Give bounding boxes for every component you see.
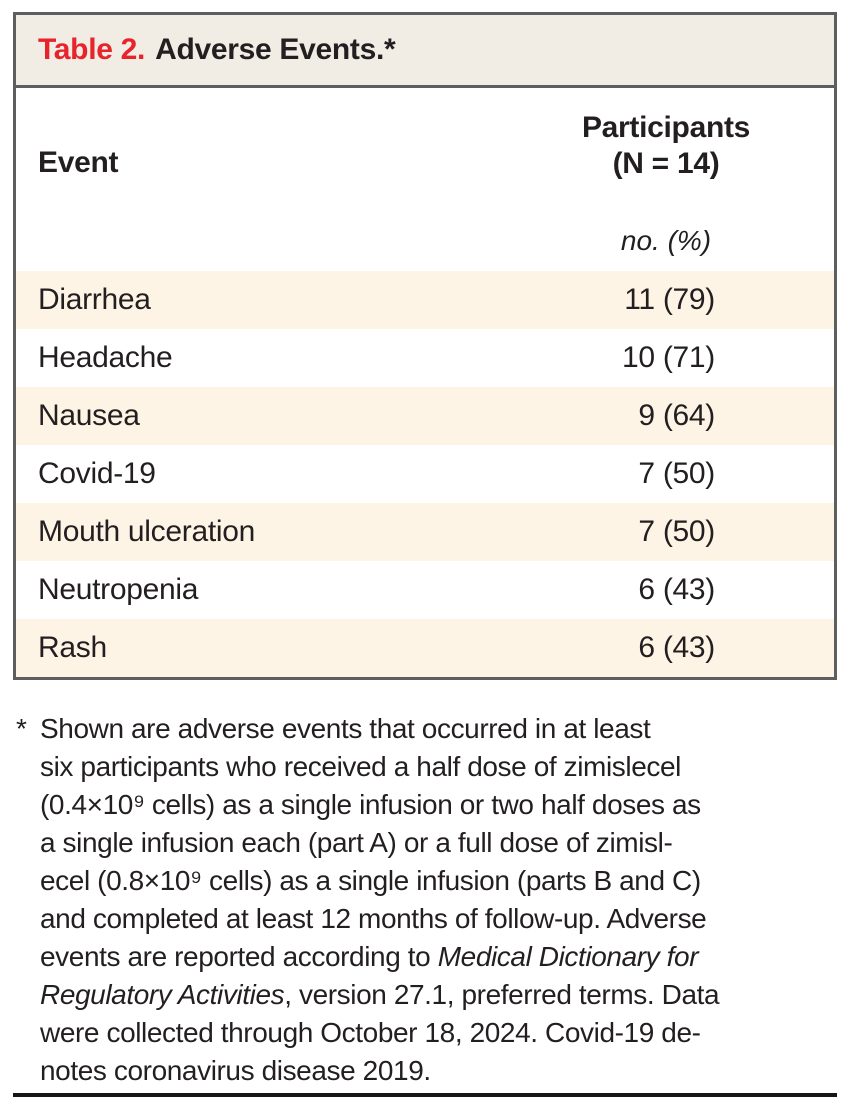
footnote-text-segment: six participants who received a half dos… <box>40 751 681 782</box>
value-cell: 6 (43) <box>638 573 715 606</box>
event-cell: Nausea <box>38 399 140 432</box>
table-title: Table 2. Adverse Events.* <box>16 15 834 88</box>
bottom-rule <box>13 1093 837 1097</box>
footnote-italic-segment: Medical Dictionary for <box>437 941 699 972</box>
footnote-text-segment: , version 27.1, preferred terms. Data <box>284 979 720 1010</box>
footnote-line: (0.4×10⁹ cells) as a single infusion or … <box>40 786 840 824</box>
event-cell: Neutropenia <box>38 573 199 606</box>
table-row: Nausea 9 (64) <box>16 387 834 445</box>
value-cell: 11 (79) <box>624 283 715 316</box>
footnote-line: Regulatory Activities, version 27.1, pre… <box>40 976 840 1014</box>
table-row: Mouth ulceration 7 (50) <box>16 503 834 561</box>
table-row: Headache 10 (71) <box>16 329 834 387</box>
footnote-text-segment: a single infusion each (part A) or a ful… <box>40 827 673 858</box>
footnote-line: notes coronavirus disease 2019. <box>40 1052 840 1090</box>
value-cell: 7 (50) <box>638 457 715 490</box>
event-cell: Rash <box>38 631 107 664</box>
footnote-lines: Shown are adverse events that occurred i… <box>40 710 840 1090</box>
footnote-line: and completed at least 12 months of foll… <box>40 900 840 938</box>
event-cell: Headache <box>38 341 173 374</box>
footnote-line: were collected through October 18, 2024.… <box>40 1014 840 1052</box>
footnote-text-segment: and completed at least 12 months of foll… <box>40 903 707 934</box>
participants-line2: (N = 14) <box>612 147 720 180</box>
event-cell: Diarrhea <box>38 283 151 316</box>
column-header-participants: Participants (N = 14) <box>516 110 816 182</box>
column-header-event: Event <box>38 146 119 179</box>
event-cell: Mouth ulceration <box>38 515 255 548</box>
footnote-text-segment: were collected through October 18, 2024.… <box>40 1017 701 1048</box>
footnote-line: Shown are adverse events that occurred i… <box>40 710 840 748</box>
table-row: Diarrhea 11 (79) <box>16 271 834 329</box>
table-title-text: Adverse Events.* <box>155 33 396 66</box>
event-cell: Covid-19 <box>38 457 156 490</box>
value-cell: 6 (43) <box>638 631 715 664</box>
footnote-line: ecel (0.8×10⁹ cells) as a single infusio… <box>40 862 840 900</box>
footnote: * Shown are adverse events that occurred… <box>16 710 840 1090</box>
value-cell: 7 (50) <box>638 515 715 548</box>
table-row: Covid-19 7 (50) <box>16 445 834 503</box>
footnote-line: a single infusion each (part A) or a ful… <box>40 824 840 862</box>
table-number-label: Table 2. <box>38 33 146 66</box>
footnote-text-segment: ecel (0.8×10⁹ cells) as a single infusio… <box>40 865 701 896</box>
adverse-events-table: Table 2. Adverse Events.* Event Particip… <box>13 12 837 680</box>
footnote-text-segment: notes coronavirus disease 2019. <box>40 1055 431 1086</box>
footnote-line: events are reported according to Medical… <box>40 938 840 976</box>
footnote-italic-segment: Regulatory Activities <box>40 979 285 1010</box>
column-units-label: no. (%) <box>620 225 712 256</box>
footnote-line: six participants who received a half dos… <box>40 748 840 786</box>
footnote-text-segment: Shown are adverse events that occurred i… <box>40 713 651 744</box>
footnote-text-segment: (0.4×10⁹ cells) as a single infusion or … <box>40 789 701 820</box>
footnote-text-segment: events are reported according to <box>40 941 438 972</box>
table-body: Diarrhea 11 (79) Headache 10 (71) Nausea… <box>16 271 834 677</box>
value-cell: 9 (64) <box>638 399 715 432</box>
footnote-asterisk: * <box>16 713 27 744</box>
table-row: Neutropenia 6 (43) <box>16 561 834 619</box>
value-cell: 10 (71) <box>622 341 715 374</box>
table-row: Rash 6 (43) <box>16 619 834 677</box>
participants-line1: Participants <box>581 111 751 144</box>
column-header-row: Event Participants (N = 14) no. (%) <box>16 88 834 271</box>
